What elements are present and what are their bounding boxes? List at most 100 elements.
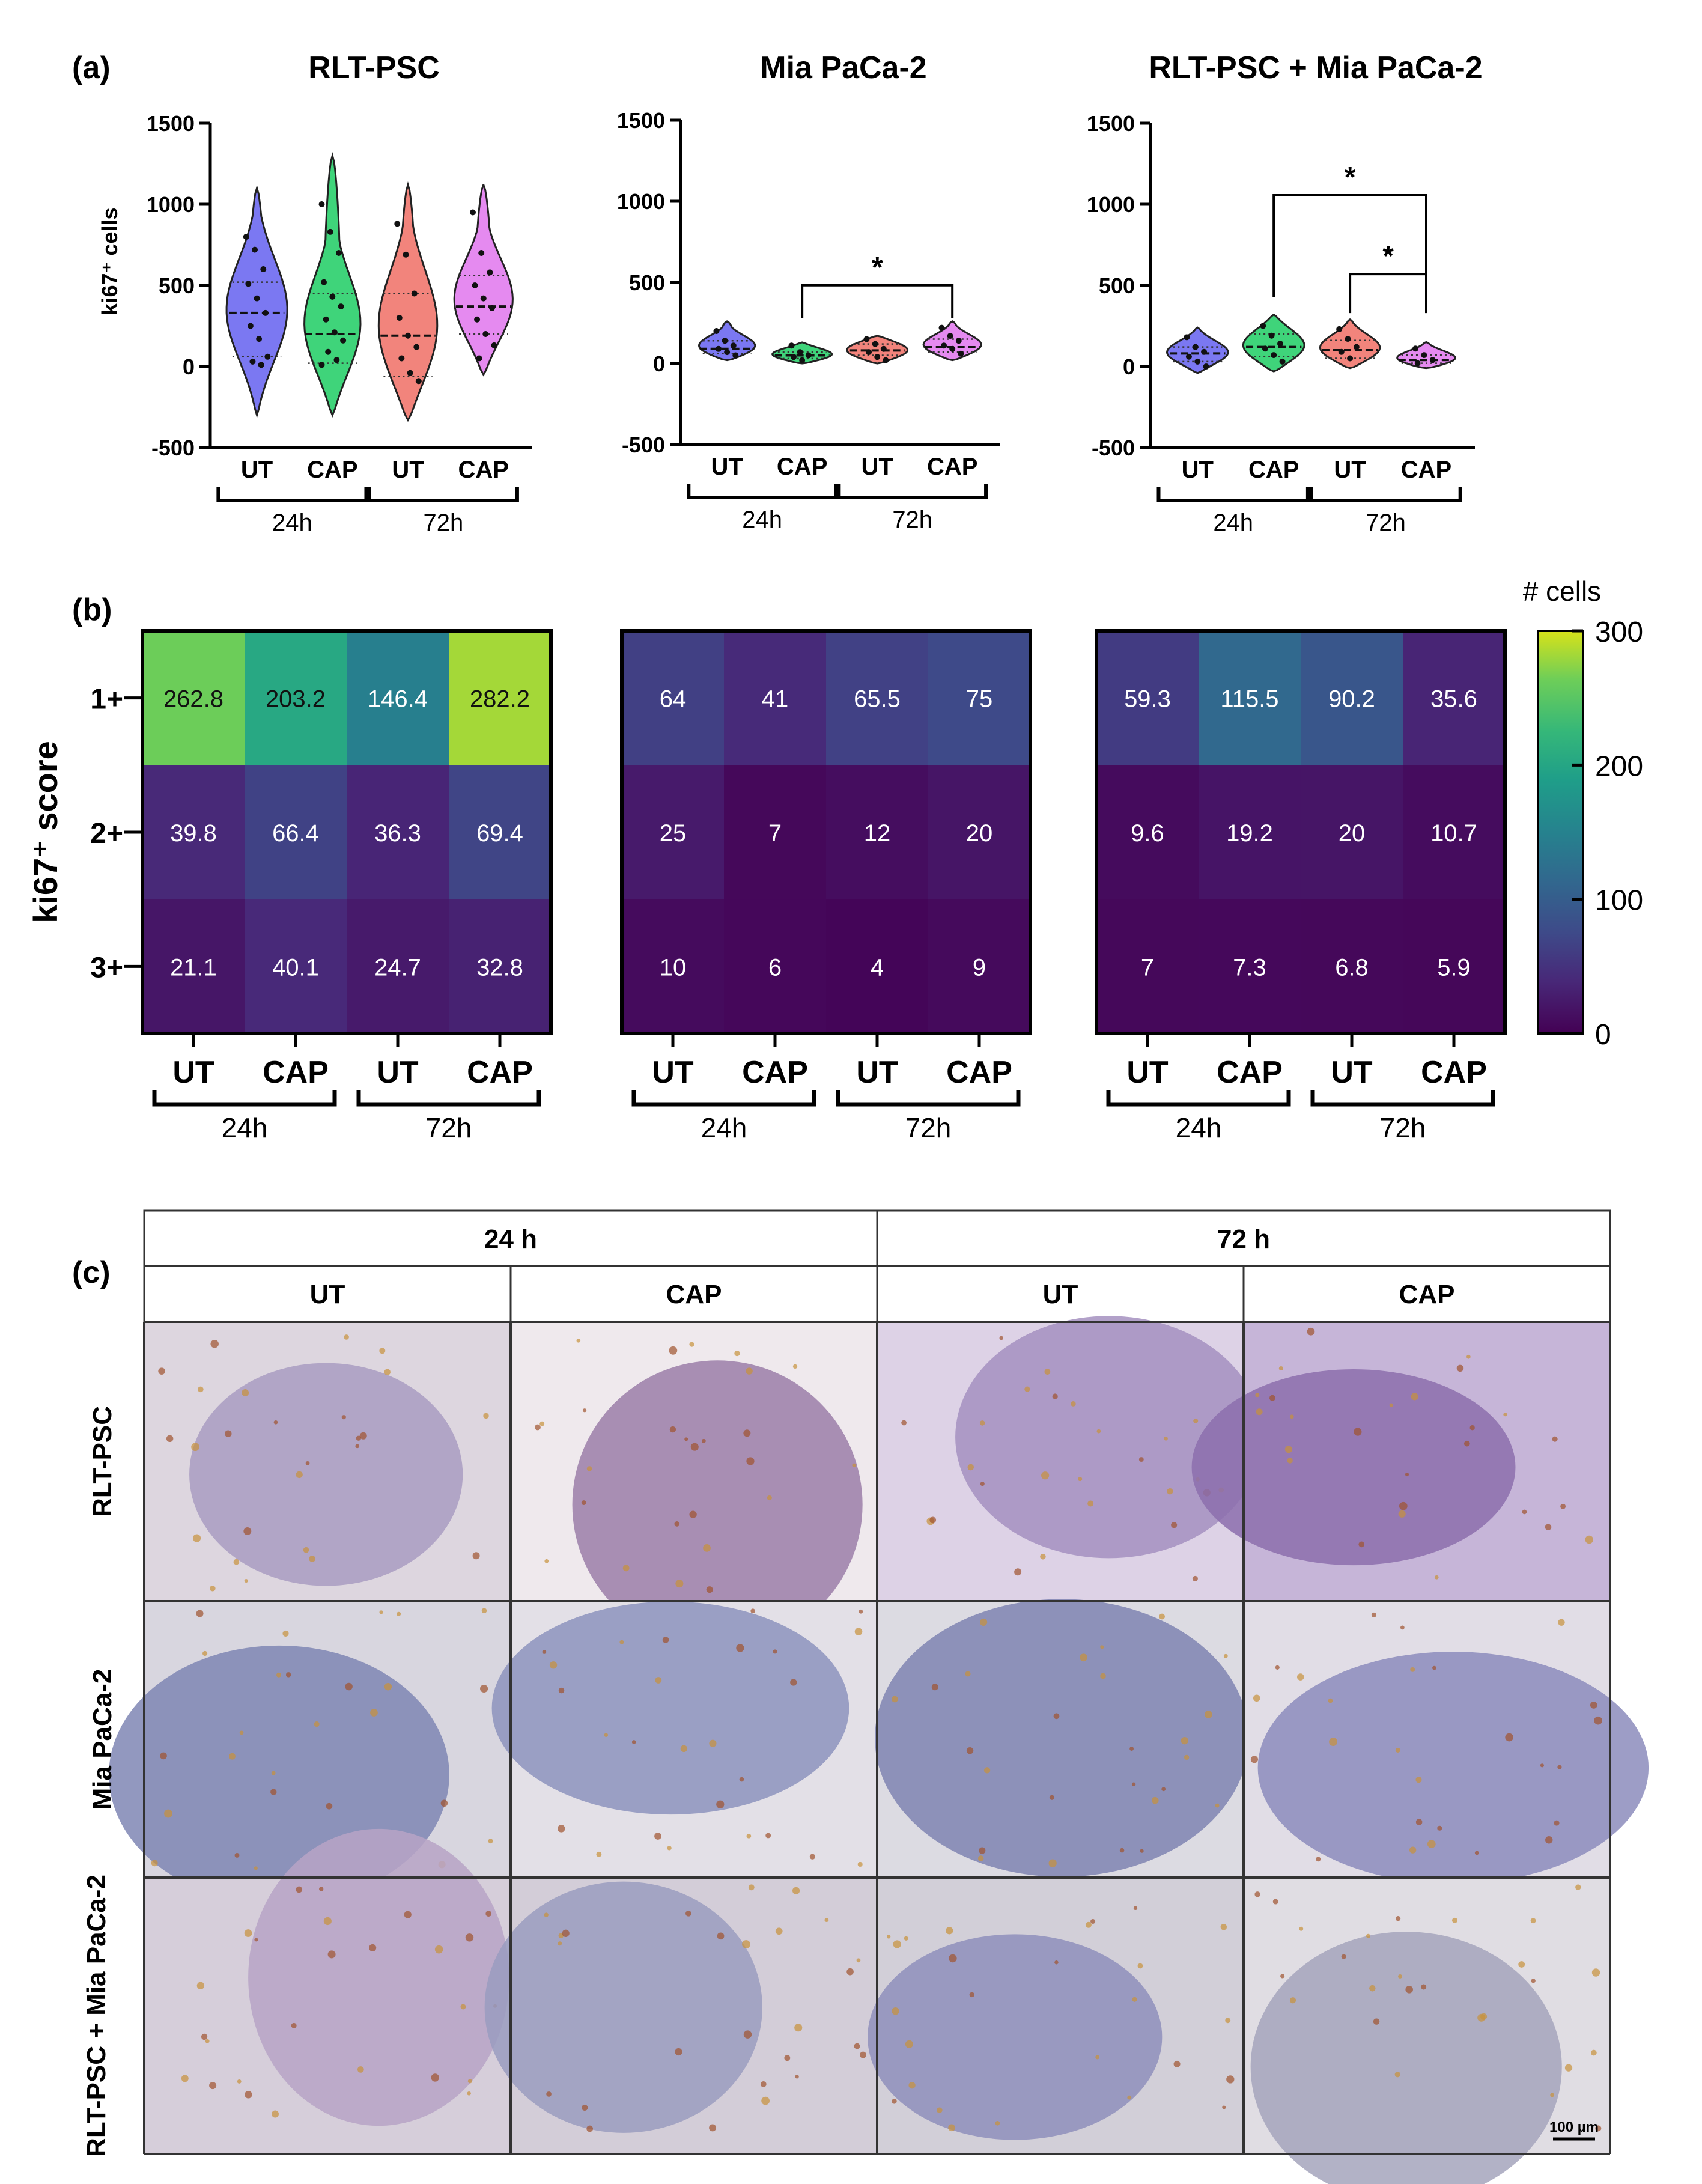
heatmap-cell [142, 631, 245, 765]
tissue-region [484, 1881, 762, 2133]
stained-nucleus [1552, 1436, 1558, 1442]
panel-label-a: (a) [72, 50, 111, 85]
stained-nucleus [746, 1367, 753, 1375]
data-point [333, 357, 340, 363]
heatmap-cell [1096, 899, 1199, 1034]
stained-nucleus [1278, 1366, 1283, 1371]
stained-nucleus [746, 1457, 755, 1465]
stained-nucleus [1090, 1918, 1096, 1924]
stained-nucleus [775, 1927, 783, 1935]
stained-nucleus [846, 1968, 854, 1976]
stained-nucleus [1585, 1535, 1593, 1544]
stained-nucleus [1590, 2049, 1597, 2056]
heatmap-cell-value: 203.2 [266, 686, 326, 713]
heatmap-col-label: UT [1126, 1055, 1169, 1090]
stained-nucleus [1171, 1522, 1178, 1528]
stained-nucleus [303, 1547, 309, 1553]
data-point [323, 316, 329, 323]
stained-nucleus [773, 1649, 777, 1654]
x-category-label: UT [241, 457, 273, 483]
y-tick-label: 1000 [1087, 192, 1135, 217]
stained-nucleus [357, 2066, 364, 2073]
stained-nucleus [1540, 1763, 1544, 1768]
data-point [243, 234, 249, 240]
heatmap-col-label: UT [1331, 1055, 1373, 1090]
data-point [730, 342, 737, 349]
stained-nucleus [1052, 1393, 1058, 1399]
heatmap-cell [1301, 631, 1403, 765]
stained-nucleus [856, 1958, 861, 1963]
stained-nucleus [1138, 1457, 1144, 1462]
violin-panel-3: RLT-PSC + Mia PaCa-2 1500 1000 500 0 -500 UT CA… [1087, 50, 1483, 536]
stained-nucleus [586, 2125, 594, 2132]
stained-nucleus [1394, 2072, 1400, 2078]
data-point [252, 246, 258, 253]
stained-nucleus [1564, 2064, 1573, 2072]
y-tick-label: 500 [159, 273, 195, 298]
stained-nucleus [765, 1833, 771, 1839]
stained-nucleus [1503, 1413, 1507, 1417]
data-point [413, 344, 420, 350]
data-point [403, 251, 409, 258]
heatmap-cell-value: 39.8 [170, 820, 217, 847]
heatmap-time-label: 24h [1176, 1112, 1222, 1143]
stained-nucleus [196, 1610, 204, 1617]
data-point [791, 354, 797, 360]
table-header-time: 24 h [484, 1224, 537, 1254]
tissue-region [248, 1828, 509, 2126]
stained-nucleus [709, 2124, 717, 2132]
data-point [338, 303, 344, 310]
stained-nucleus [1463, 1440, 1470, 1447]
stained-nucleus [604, 1733, 609, 1737]
heatmap-time-label: 72h [905, 1112, 952, 1143]
data-point [329, 293, 336, 300]
stained-nucleus [1129, 1747, 1134, 1751]
data-point [938, 324, 945, 331]
data-point [256, 336, 263, 342]
stained-nucleus [1049, 1795, 1055, 1800]
data-point [797, 349, 803, 356]
heatmap-cell [1403, 631, 1506, 765]
stained-nucleus [784, 2055, 791, 2061]
stained-nucleus [859, 1609, 863, 1614]
heatmap-time-bracket [356, 1090, 541, 1107]
data-point [874, 354, 881, 360]
micrograph-cell [511, 1322, 877, 1649]
stained-nucleus [854, 2043, 860, 2049]
stained-nucleus [1140, 1849, 1144, 1853]
x-category-label: CAP [1248, 457, 1299, 483]
stained-nucleus [558, 1825, 565, 1833]
heatmap-col-label: CAP [263, 1055, 329, 1090]
scale-bar-label: 100 µm [1549, 2119, 1599, 2135]
y-axis-label: ki67⁺ cells [97, 207, 122, 315]
heatmap-cell-value: 115.5 [1220, 686, 1278, 713]
stained-nucleus [244, 1929, 252, 1937]
stained-nucleus [716, 1800, 725, 1808]
stained-nucleus [1505, 1733, 1513, 1742]
stained-nucleus [655, 1677, 662, 1684]
y-tick-label: 1000 [147, 192, 195, 217]
stained-nucleus [742, 1940, 750, 1948]
stained-nucleus [1215, 1803, 1220, 1808]
stained-nucleus [1354, 1428, 1362, 1436]
stained-nucleus [1255, 1393, 1260, 1398]
stained-nucleus [1545, 1524, 1552, 1530]
stained-nucleus [854, 1628, 863, 1635]
stained-nucleus [460, 2004, 466, 2010]
heatmap-cell [724, 765, 827, 900]
stained-nucleus [1296, 1673, 1304, 1681]
heatmap-y-label: ki67⁺ score [26, 741, 64, 923]
stained-nucleus [685, 1910, 691, 1917]
micrograph-table: 24 h 72 h UT CAP UT CAP RLT-PSC Mia PaCa-2 RLT-P… [82, 1209, 1649, 2184]
stained-nucleus [892, 1696, 898, 1703]
stained-nucleus [1127, 2095, 1132, 2100]
x-category-label: UT [862, 454, 893, 480]
stained-nucleus [192, 1534, 201, 1542]
stained-nucleus [1078, 1477, 1083, 1482]
violin-1 [1166, 326, 1229, 374]
y-tick-label: 1000 [617, 189, 665, 214]
stained-nucleus [305, 1461, 310, 1465]
stained-nucleus [1518, 1961, 1525, 1968]
stained-nucleus [980, 1618, 988, 1626]
stained-nucleus [1405, 1472, 1409, 1477]
